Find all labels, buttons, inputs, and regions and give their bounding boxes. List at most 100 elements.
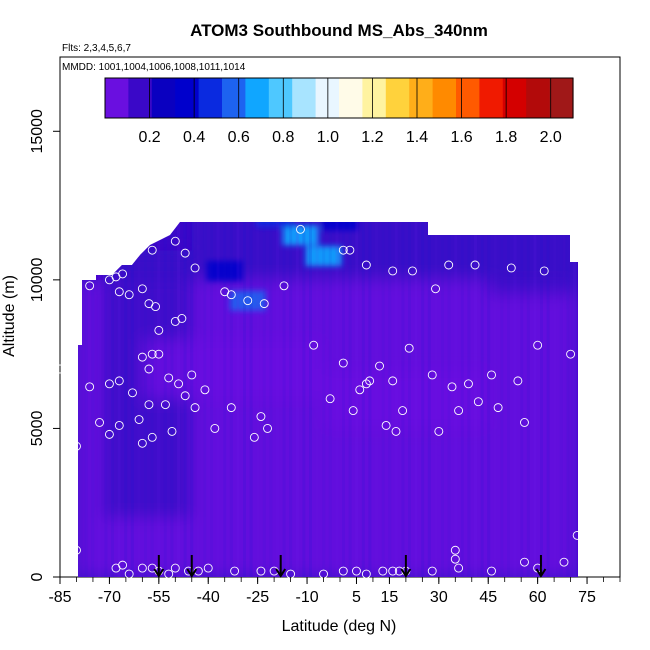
- field-region-3: [142, 339, 324, 399]
- field-stripe: [302, 222, 306, 577]
- colorbar-segment: [362, 78, 387, 118]
- profile-arrow: [275, 555, 287, 578]
- field-stripe: [487, 222, 491, 577]
- observation-point: [147, 349, 157, 359]
- profile-arrow: [535, 555, 547, 578]
- x-tick-label: -85: [48, 589, 71, 606]
- observation-point: [124, 569, 134, 579]
- colorbar-segment: [409, 78, 434, 118]
- observation-point: [408, 266, 417, 276]
- y-axis-label: Altitude (m): [1, 275, 18, 357]
- colorbar-tick-label: 1.4: [406, 129, 428, 146]
- field-stripe: [262, 222, 266, 577]
- field-stripe: [97, 222, 101, 577]
- field-stripe: [236, 222, 240, 577]
- observation-point: [180, 391, 190, 401]
- field-stripe: [441, 222, 444, 577]
- field-stripe: [381, 222, 385, 577]
- heatmap-field: [78, 222, 578, 577]
- field-stripe: [269, 222, 273, 577]
- observation-point: [417, 201, 427, 211]
- field-stripe: [467, 222, 471, 577]
- field-stripe: [355, 222, 359, 577]
- field-stripe: [104, 222, 108, 577]
- colorbar-tick-label: 1.2: [361, 129, 383, 146]
- observation-point: [520, 557, 529, 567]
- observation-point: [147, 432, 157, 442]
- field-stripe: [500, 222, 504, 577]
- field-stripe: [421, 222, 425, 577]
- observation-point: [164, 373, 174, 383]
- observation-point: [404, 343, 414, 353]
- colorbar-segment: [549, 78, 574, 118]
- profile-arrow: [186, 555, 198, 578]
- field-hotspot-2: [305, 246, 342, 267]
- observation-point: [361, 379, 371, 389]
- y-axis: 0 5000 10000 15000: [29, 109, 60, 581]
- observation-point: [72, 545, 81, 555]
- observation-point: [338, 566, 348, 576]
- x-tick-label: -55: [147, 589, 170, 606]
- colorbar-segment: [175, 78, 200, 118]
- y-tick-label: 0: [29, 572, 46, 581]
- field-stripe: [84, 222, 88, 577]
- field-stripe: [289, 222, 293, 577]
- field-stripe: [144, 222, 147, 577]
- field-stripe: [276, 222, 279, 577]
- observation-point: [365, 376, 375, 386]
- observation-point: [279, 281, 289, 291]
- observation-point: [559, 557, 569, 567]
- field-stripe: [520, 222, 524, 577]
- colorbar-tick-label: 0.4: [183, 129, 205, 146]
- colorbar-tick-label: 0.8: [272, 129, 294, 146]
- observation-point: [118, 269, 128, 279]
- observation-point: [378, 566, 388, 576]
- field-hotspot-3: [229, 290, 266, 311]
- field-hotspot-4: [256, 222, 293, 228]
- observation-point: [170, 563, 180, 573]
- field-stripe: [408, 222, 411, 577]
- observation-point: [431, 284, 440, 294]
- field-stripe: [111, 222, 114, 577]
- field-stripe: [130, 222, 134, 577]
- colorbar: 0.2 0.4 0.6 0.8 1.0 1.2 1.4 1.6 1.8 2.0: [104, 77, 574, 146]
- observation-point: [487, 566, 496, 576]
- colorbar-tick-label: 0.6: [228, 129, 250, 146]
- flights-note: Flts: 2,3,4,5,6,7: [62, 43, 131, 54]
- observation-point: [256, 412, 266, 421]
- colorbar-segment: [198, 78, 223, 118]
- x-tick-label: -70: [98, 589, 121, 606]
- observation-point: [164, 569, 174, 579]
- observation-point: [72, 441, 81, 451]
- field-stripe: [401, 222, 405, 577]
- field-stripe: [196, 222, 200, 577]
- field-stripe: [559, 222, 563, 577]
- observation-point: [190, 263, 200, 273]
- colorbar-segment: [339, 78, 363, 118]
- observation-point: [427, 566, 437, 576]
- observation-point: [137, 563, 147, 573]
- field-stripe: [223, 222, 227, 577]
- observation-point: [391, 426, 401, 436]
- observation-point: [506, 263, 516, 273]
- field-stripe: [177, 222, 180, 577]
- profile-arrow: [153, 555, 165, 578]
- observation-point: [520, 418, 529, 427]
- field-stripe: [546, 222, 550, 577]
- field-stripe: [526, 222, 530, 577]
- field-stripe: [163, 222, 167, 577]
- field-stripe: [309, 222, 312, 577]
- observation-point: [352, 566, 361, 576]
- observation-point: [388, 376, 398, 386]
- observation-point: [450, 554, 460, 564]
- observation-point: [104, 379, 114, 389]
- x-tick-label: -25: [246, 589, 269, 606]
- observation-point: [114, 421, 124, 430]
- observation-point: [338, 245, 348, 255]
- observation-point: [118, 560, 128, 570]
- observation-point: [381, 421, 391, 430]
- field-stripe: [249, 222, 253, 577]
- observation-point: [375, 361, 384, 371]
- field-stripe: [342, 222, 345, 577]
- observation-point: [55, 364, 65, 374]
